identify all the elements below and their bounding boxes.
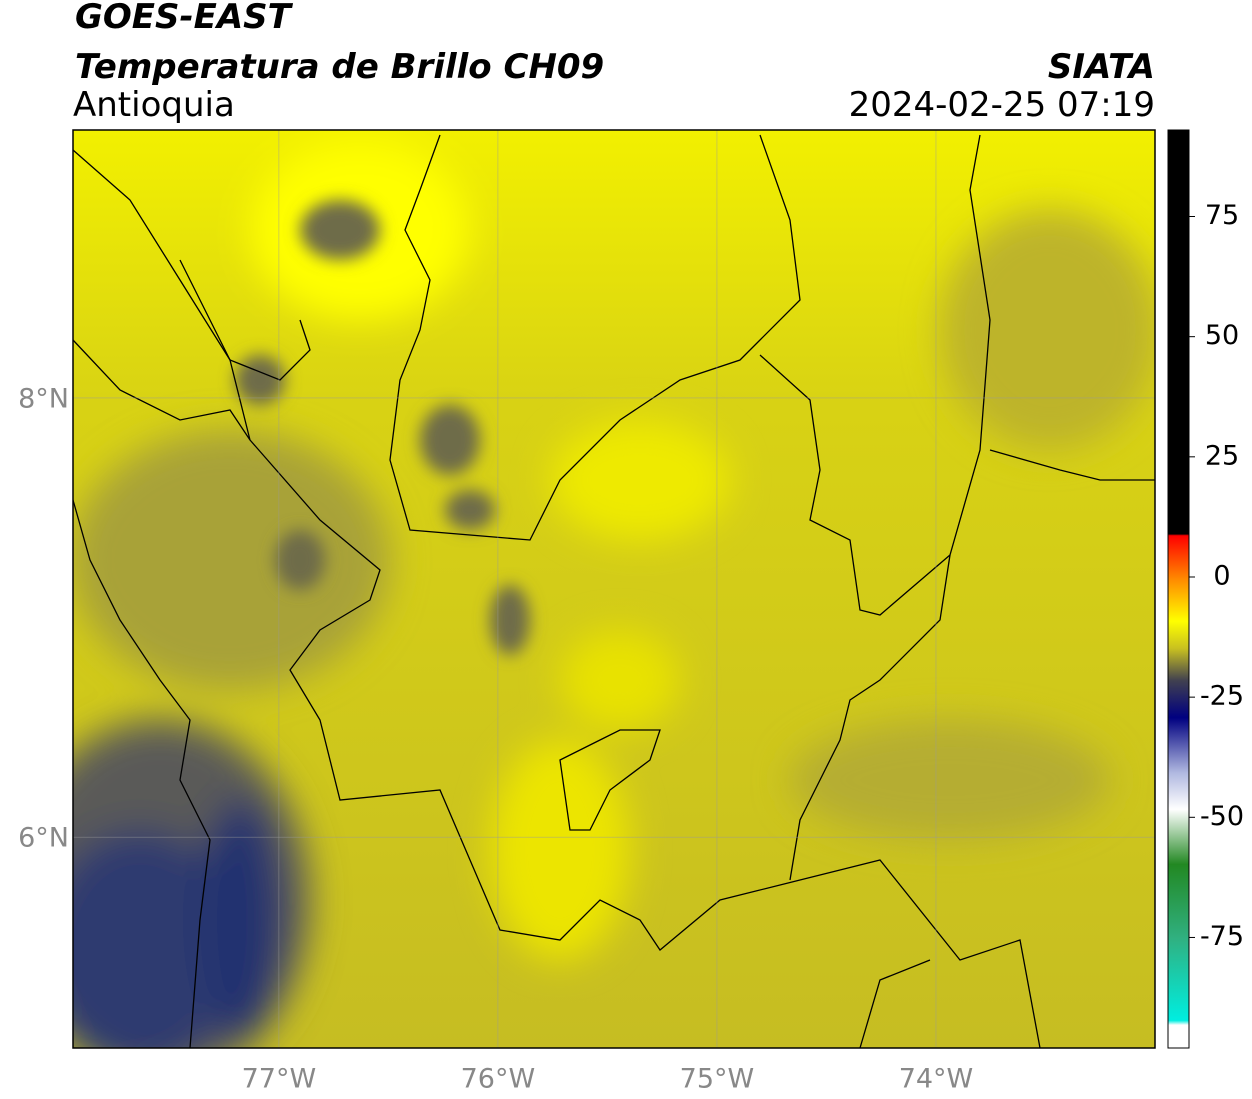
department-border — [73, 149, 1041, 1048]
source: SIATA — [1048, 47, 1155, 87]
x-tick-label: 74°W — [899, 1064, 974, 1095]
subtitle: Temperatura de Brillo CH09 — [75, 47, 604, 87]
coastline — [73, 499, 211, 1048]
department-border — [859, 959, 931, 1048]
colorbar — [1167, 129, 1190, 1049]
department-border — [389, 134, 801, 541]
colorbar-tick-label: -50 — [1200, 801, 1244, 832]
region: Antioquia — [73, 85, 235, 125]
datetime: 2024-02-25 07:19 — [849, 85, 1155, 125]
colorbar-tick-label: 75 — [1205, 200, 1239, 231]
coastline — [73, 259, 311, 441]
y-tick-label: 8°N — [18, 383, 69, 414]
x-tick-label: 76°W — [461, 1064, 536, 1095]
map-image — [73, 130, 1155, 1048]
x-tick-label: 77°W — [242, 1064, 317, 1095]
x-tick-label: 75°W — [680, 1064, 755, 1095]
department-border — [759, 134, 991, 616]
map-frame — [72, 129, 1156, 1049]
colorbar-tick-label: -25 — [1200, 681, 1244, 712]
colorbar-tick-label: 0 — [1213, 560, 1230, 591]
department-border — [989, 449, 1155, 481]
colorbar-tick-label: -75 — [1200, 921, 1244, 952]
municipality-border — [559, 729, 661, 831]
title: GOES-EAST — [75, 0, 294, 37]
colorbar-tick-label: 25 — [1205, 440, 1239, 471]
y-tick-label: 6°N — [18, 823, 69, 854]
colorbar-tick-label: 50 — [1205, 320, 1239, 351]
department-border — [789, 554, 951, 881]
